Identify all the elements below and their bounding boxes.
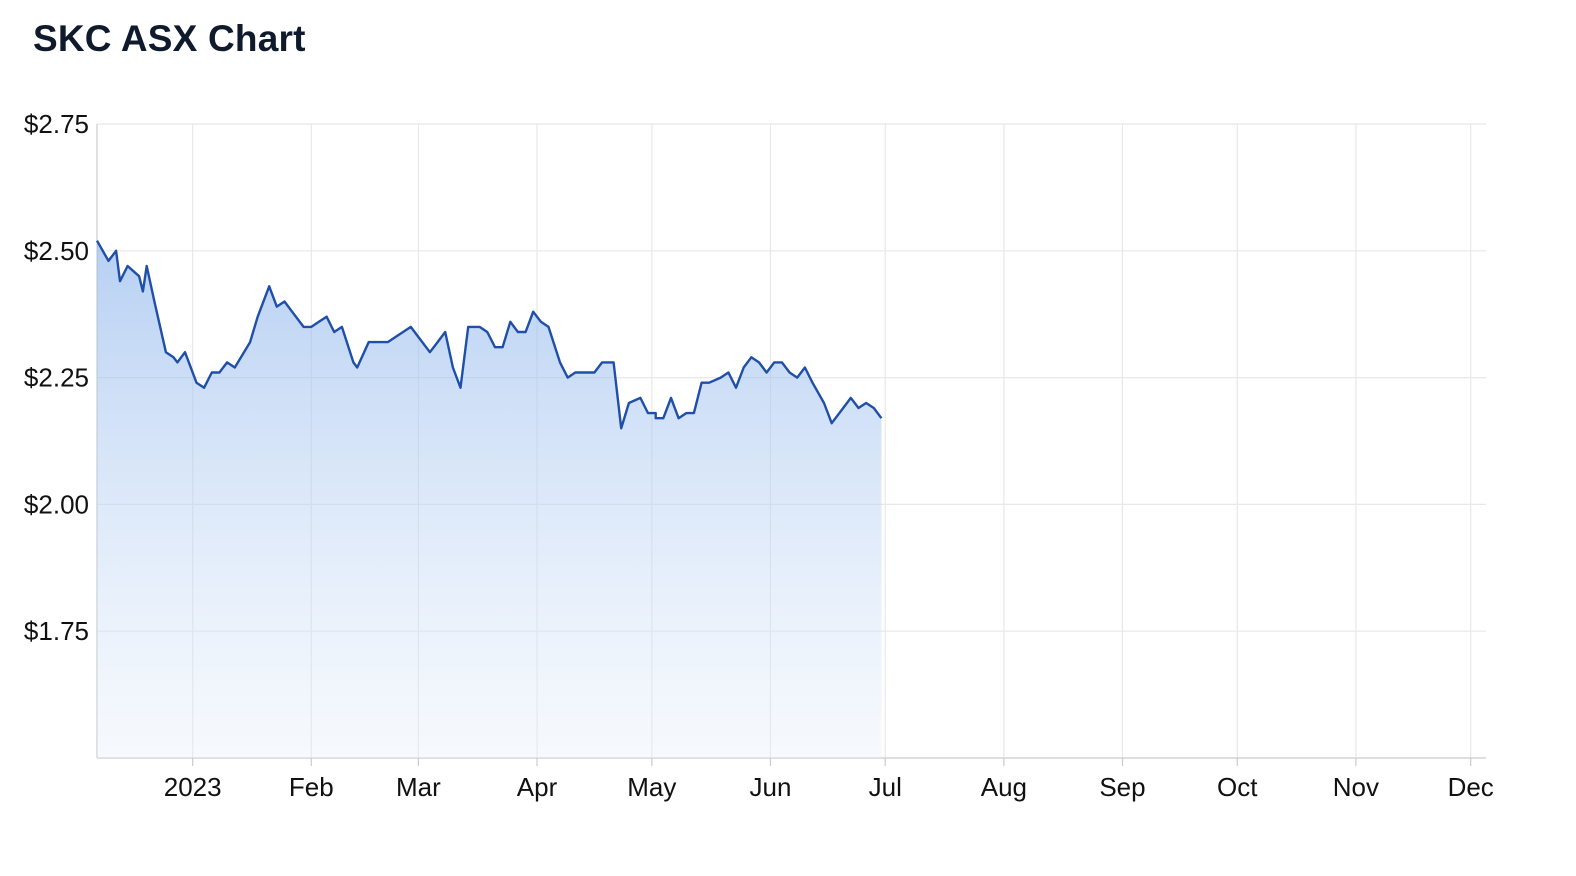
- x-tick-label: Jul: [869, 772, 902, 802]
- x-tick-label: Jun: [749, 772, 791, 802]
- y-tick-label: $2.00: [24, 489, 89, 519]
- x-tick-label: Dec: [1448, 772, 1494, 802]
- x-tick-label: Apr: [517, 772, 558, 802]
- y-tick-label: $2.75: [24, 109, 89, 139]
- x-tick-label: Sep: [1099, 772, 1145, 802]
- x-tick-label: Oct: [1217, 772, 1258, 802]
- x-tick-label: May: [627, 772, 676, 802]
- skc-area-fill: [97, 240, 882, 758]
- y-tick-label: $2.50: [24, 236, 89, 266]
- chart-title: SKC ASX Chart: [33, 18, 306, 59]
- y-tick-label: $2.25: [24, 363, 89, 393]
- x-tick-label: Mar: [396, 772, 441, 802]
- y-tick-label: $1.75: [24, 616, 89, 646]
- x-tick-label: Aug: [981, 772, 1027, 802]
- x-tick-label: 2023: [164, 772, 222, 802]
- series-layer: [95, 240, 883, 758]
- skc-line: [95, 240, 883, 430]
- x-tick-label: Feb: [289, 772, 334, 802]
- labels: $1.75 $2.00 $2.25 $2.50 $2.75 2023 Feb Mar Apr Ma…: [24, 109, 1494, 802]
- x-tick-label: Nov: [1333, 772, 1379, 802]
